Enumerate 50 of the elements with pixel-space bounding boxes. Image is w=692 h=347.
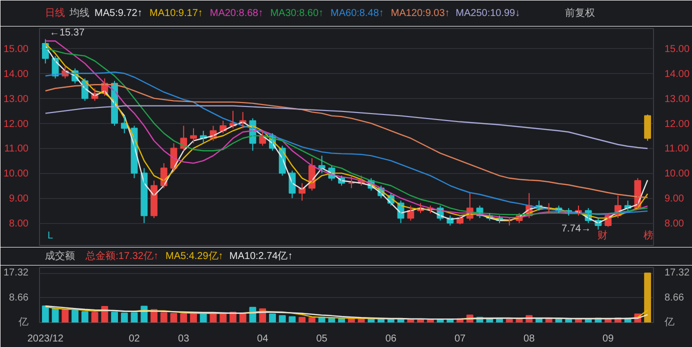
x-tick-label: 05 — [316, 334, 328, 344]
y2-tick-label: 10.00 — [664, 168, 690, 180]
y2-tick-label: 8.66 — [664, 292, 684, 304]
text: 总金额:17.32亿↑ — [84, 250, 158, 262]
y2-tick-label: 9.00 — [664, 194, 684, 205]
text: MA20:8.68↑ — [210, 8, 264, 19]
y-tick-label: 10.00 — [3, 168, 29, 180]
annotation: 榜 — [644, 230, 654, 242]
x-tick-label: 07 — [454, 334, 466, 344]
annotation: ←15.37 — [50, 28, 85, 38]
x-tick-label: 08 — [524, 334, 536, 344]
y2-tick-label: 亿 — [664, 317, 674, 328]
y-tick-label: 8.66 — [9, 292, 29, 304]
y2-tick-label: 17.32 — [664, 268, 690, 279]
y2-tick-label: 14.00 — [664, 68, 690, 80]
annotation: 7.74→ — [562, 224, 591, 234]
text: MA30:8.60↑ — [270, 8, 324, 19]
x-tick-label: 06 — [385, 334, 397, 344]
x-tick-label: 2023/12 — [27, 334, 64, 344]
text: MA5:4.29亿↑ — [165, 251, 224, 262]
y-tick-label: 13.00 — [3, 94, 29, 105]
y-tick-label: 亿 — [18, 317, 28, 328]
text: MA60:8.48↑ — [330, 8, 384, 19]
y-tick-label: 15.00 — [3, 44, 29, 55]
text: MA5:9.72↑ — [94, 8, 142, 19]
text: 前复权 — [564, 7, 595, 19]
y-tick-label: 11.00 — [4, 144, 29, 155]
x-tick-label: 03 — [178, 334, 190, 344]
y2-tick-label: 8.00 — [664, 218, 684, 230]
y-tick-label: 14.00 — [3, 68, 29, 80]
text: MA10:9.17↑ — [150, 8, 203, 19]
text: MA120:9.03↑ — [390, 8, 450, 19]
annotation: 财 — [598, 230, 608, 242]
x-tick-label: 04 — [257, 334, 269, 344]
x-tick-label: 02 — [128, 334, 140, 344]
y2-tick-label: 13.00 — [664, 94, 690, 105]
text: MA10:2.74亿↑ — [229, 251, 293, 262]
text: MA250:10.99↓ — [456, 8, 520, 19]
y-tick-label: 9.00 — [9, 194, 29, 205]
y-tick-label: 17.32 — [3, 268, 29, 279]
x-tick-label: 09 — [602, 334, 614, 344]
text: 日线 — [44, 7, 65, 19]
y2-tick-label: 15.00 — [664, 44, 690, 55]
annotation: L — [48, 230, 54, 242]
y2-tick-label: 12.00 — [664, 118, 690, 130]
text: 成交额 — [44, 250, 75, 262]
y-tick-label: 8.00 — [9, 218, 29, 230]
y2-tick-label: 11.00 — [664, 144, 690, 155]
text: 均线 — [68, 7, 90, 19]
y-tick-label: 12.00 — [3, 118, 29, 130]
